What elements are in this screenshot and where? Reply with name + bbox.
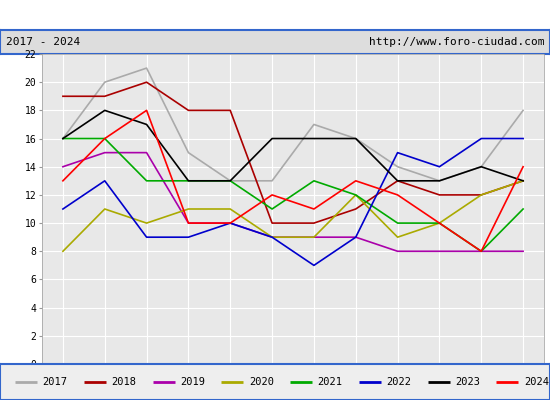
- Text: 2017 - 2024: 2017 - 2024: [6, 37, 80, 47]
- Text: 2023: 2023: [455, 377, 480, 387]
- Text: Evolucion del paro registrado en Bohoyo: Evolucion del paro registrado en Bohoyo: [134, 8, 416, 22]
- Text: 2017: 2017: [43, 377, 68, 387]
- Text: 2019: 2019: [180, 377, 205, 387]
- Text: 2022: 2022: [386, 377, 411, 387]
- Text: 2024: 2024: [524, 377, 549, 387]
- Text: 2020: 2020: [249, 377, 274, 387]
- Text: 2018: 2018: [111, 377, 136, 387]
- Text: 2021: 2021: [318, 377, 343, 387]
- Text: http://www.foro-ciudad.com: http://www.foro-ciudad.com: [369, 37, 544, 47]
